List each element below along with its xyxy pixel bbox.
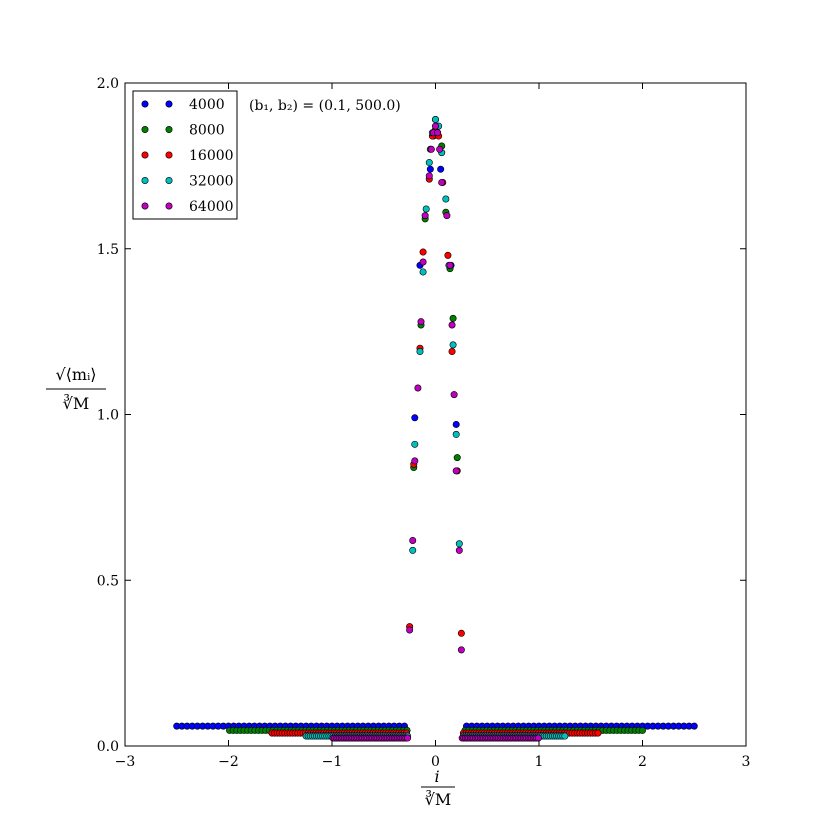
- series-32000: [302, 115, 569, 740]
- legend-entry-64000: 64000: [141, 199, 234, 215]
- data-point: [419, 258, 427, 266]
- legend-label: 8000: [189, 123, 225, 139]
- data-point: [449, 341, 457, 349]
- data-point: [448, 348, 456, 356]
- data-point: [444, 251, 452, 259]
- data-point: [453, 454, 461, 462]
- data-point: [457, 646, 465, 654]
- data-point: [426, 165, 434, 173]
- y-tick-label: 1.0: [97, 408, 119, 424]
- data-point: [449, 314, 457, 322]
- x-label-denominator: ∛M: [425, 790, 452, 809]
- data-point: [434, 129, 442, 137]
- data-point: [409, 546, 417, 554]
- legend-marker: [141, 100, 149, 108]
- legend-marker: [165, 126, 173, 134]
- series-8000: [226, 129, 646, 734]
- data-point: [455, 546, 463, 554]
- data-point: [422, 205, 430, 213]
- x-label-numerator: i: [434, 767, 439, 786]
- legend-marker: [165, 151, 173, 159]
- x-tick-label: −3: [115, 754, 136, 770]
- legend-label: 4000: [189, 97, 225, 113]
- x-tick-label: −1: [322, 754, 343, 770]
- data-point: [638, 726, 646, 734]
- legend-marker: [141, 126, 149, 134]
- series-64000: [329, 122, 542, 742]
- ticks-layer: −3 −2 −1 0 1 2 3 0.0 0.5 1.0 1.5 2.0: [97, 76, 751, 770]
- data-point: [406, 626, 414, 634]
- legend-marker: [141, 151, 149, 159]
- data-point: [534, 734, 542, 742]
- legend-label: 16000: [189, 148, 234, 164]
- y-label-denominator: ∛M: [63, 394, 90, 413]
- annotation: (b₁, b₂) = (0.1, 500.0): [249, 98, 401, 114]
- data-point: [452, 420, 460, 428]
- data-point: [417, 318, 425, 326]
- x-tick-label: −2: [218, 754, 239, 770]
- data-point: [411, 457, 419, 465]
- legend-marker: [165, 100, 173, 108]
- legend-entry-4000: 4000: [141, 97, 225, 113]
- data-point: [414, 384, 422, 392]
- y-label-numerator: √⟨mᵢ⟩: [55, 365, 96, 384]
- data-point: [443, 212, 451, 220]
- data-point: [594, 729, 602, 737]
- data-point: [442, 195, 450, 203]
- x-axis-label: i ∛M: [421, 767, 455, 809]
- legend: 4000 8000 16000 32000 64000: [132, 90, 238, 220]
- data-point: [446, 261, 454, 269]
- legend-entry-8000: 8000: [141, 123, 225, 139]
- legend-marker: [165, 202, 173, 210]
- data-point: [425, 159, 433, 167]
- data-point: [452, 430, 460, 438]
- legend-entry-16000: 16000: [141, 148, 234, 164]
- y-tick-label: 1.5: [97, 242, 119, 258]
- data-point: [404, 734, 412, 742]
- series-4000: [173, 115, 698, 730]
- x-tick-label: 3: [742, 754, 751, 770]
- legend-entries: 4000 8000 16000 32000 64000: [141, 97, 234, 215]
- legend-marker: [165, 177, 173, 185]
- data-point: [411, 414, 419, 422]
- legend-label: 32000: [189, 174, 234, 190]
- data-point: [457, 629, 465, 637]
- data-point: [455, 540, 463, 548]
- x-tick-label: 0: [431, 754, 440, 770]
- y-tick-label: 0.5: [97, 573, 119, 589]
- y-axis-label: √⟨mᵢ⟩ ∛M: [46, 365, 106, 413]
- data-point: [437, 165, 445, 173]
- points-layer: [173, 115, 698, 742]
- x-tick-label: 1: [535, 754, 544, 770]
- data-point: [419, 248, 427, 256]
- data-point: [431, 115, 439, 123]
- data-point: [411, 440, 419, 448]
- legend-entry-32000: 32000: [141, 174, 234, 190]
- data-point: [436, 145, 444, 153]
- series-16000: [268, 125, 602, 737]
- y-tick-label: 0.0: [97, 739, 119, 755]
- data-point: [452, 467, 460, 475]
- x-tick-label: 2: [638, 754, 647, 770]
- legend-marker: [141, 177, 149, 185]
- data-point: [690, 722, 698, 730]
- data-point: [427, 145, 435, 153]
- y-tick-label: 2.0: [97, 76, 119, 92]
- data-point: [425, 172, 433, 180]
- data-point: [409, 536, 417, 544]
- data-point: [450, 391, 458, 399]
- legend-marker: [141, 202, 149, 210]
- data-point: [419, 268, 427, 276]
- data-point: [561, 732, 569, 740]
- data-point: [431, 122, 439, 130]
- data-point: [438, 178, 446, 186]
- data-point: [416, 348, 424, 356]
- legend-label: 64000: [189, 199, 234, 215]
- data-point: [421, 212, 429, 220]
- legend-box: [132, 90, 238, 220]
- data-point: [448, 321, 456, 329]
